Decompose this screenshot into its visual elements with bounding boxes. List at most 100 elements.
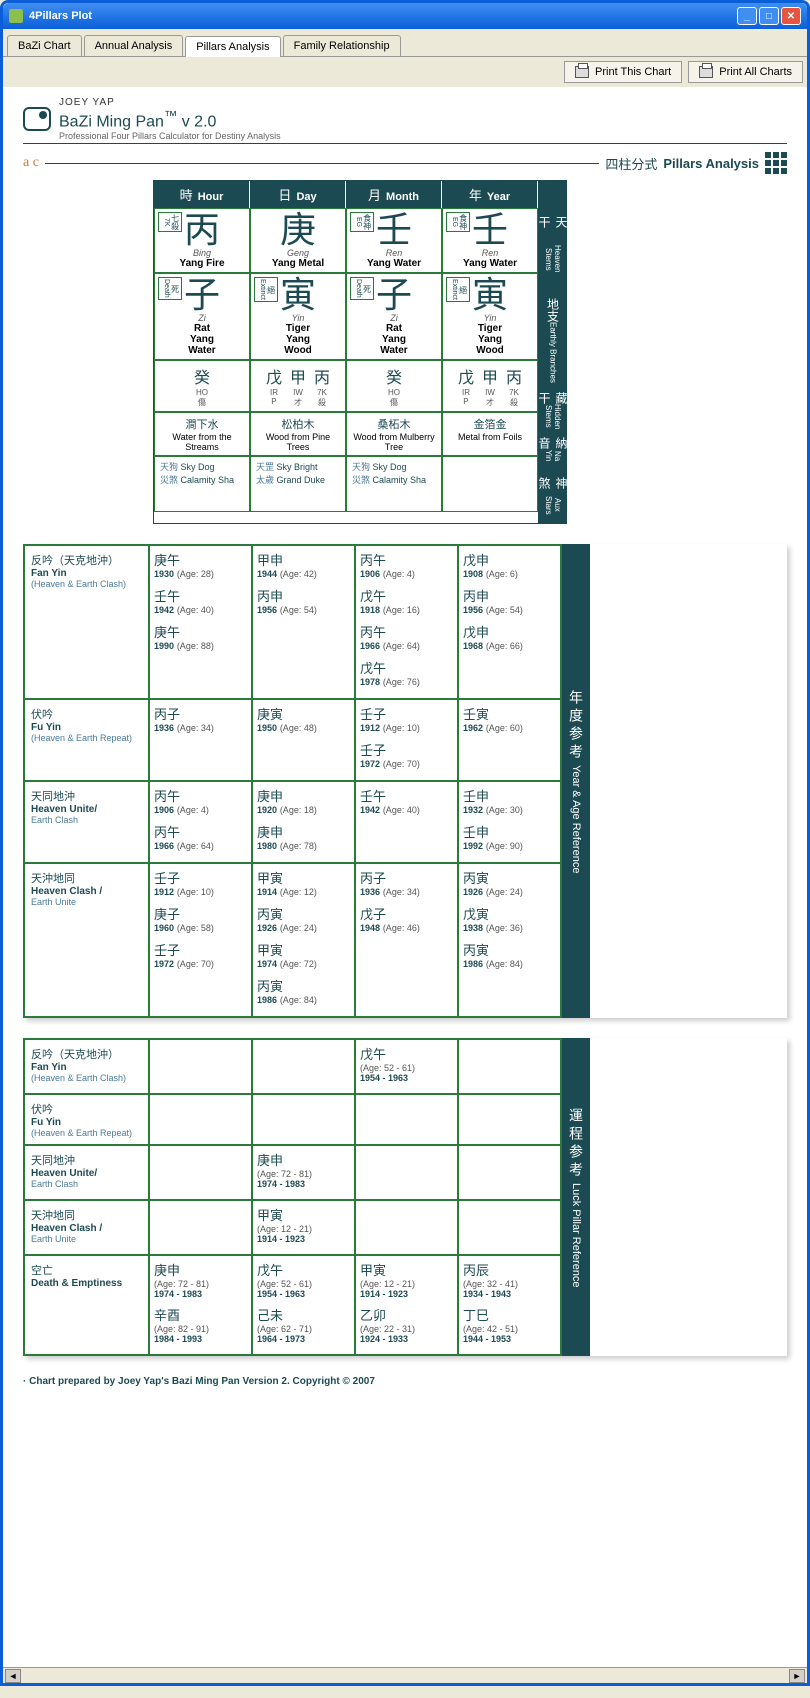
branch-cell: 死Death子ZiRatYangWater [154, 273, 250, 360]
ref-cell: 壬寅1962 (Age: 60) [458, 699, 561, 781]
ref-cell: 戊午(Age: 52 - 61)1954 - 1963己未(Age: 62 - … [252, 1255, 355, 1355]
branch-cell: 絕Extinct寅YinTigerYangWood [250, 273, 346, 360]
ref-row-label: 天沖地同Heaven Clash /Earth Unite [24, 863, 149, 1017]
section-en: Pillars Analysis [663, 156, 759, 171]
ref-cell: 甲寅(Age: 12 - 21)1914 - 1923乙卯(Age: 22 - … [355, 1255, 458, 1355]
tagline: Professional Four Pillars Calculator for… [59, 131, 281, 141]
print-all-label: Print All Charts [719, 66, 792, 78]
pillar-header: 時 Hour [154, 181, 250, 208]
logo-row: JOEY YAP BaZi Ming Pan™ v 2.0 Profession… [23, 97, 787, 141]
section-header: a c 四柱分式 Pillars Analysis [23, 152, 787, 174]
aux-cell: 天罡 Sky Bright太歲 Grand Duke [250, 456, 346, 512]
ref-cell: 壬申1932 (Age: 30)壬申1992 (Age: 90) [458, 781, 561, 863]
ref-cell [458, 1145, 561, 1200]
footer-text: · Chart prepared by Joey Yap's Bazi Ming… [23, 1376, 787, 1387]
nayin-cell: 桑柘木Wood from Mulberry Tree [346, 412, 442, 456]
hidden-cell: 戊IRP甲IW才丙7K殺 [250, 360, 346, 412]
scroll-right-icon[interactable]: ► [789, 1669, 805, 1683]
side-label-hs: 天干 Heaven Stems [539, 204, 567, 290]
ref-cell: 丙子1936 (Age: 34) [149, 699, 252, 781]
logo-icon [23, 107, 51, 131]
ref-cell [149, 1145, 252, 1200]
ref-cell [149, 1094, 252, 1145]
stem-cell: 庚GengYang Metal [250, 208, 346, 273]
tab-bazi-chart[interactable]: BaZi Chart [7, 35, 82, 56]
aux-cell: 天狗 Sky Dog災煞 Calamity Sha [154, 456, 250, 512]
luck-ref-side-label: 運程参考 Luck Pillar Reference [562, 1038, 590, 1356]
ref-cell: 甲申1944 (Age: 42)丙申1956 (Age: 54) [252, 545, 355, 699]
ref-cell: 丙寅1926 (Age: 24)戊寅1938 (Age: 36)丙寅1986 (… [458, 863, 561, 1017]
ref-row-label: 空亡Death & Emptiness [24, 1255, 149, 1355]
ref-cell: 庚申(Age: 72 - 81)1974 - 1983 [252, 1145, 355, 1200]
ref-cell: 丙子1936 (Age: 34)戊子1948 (Age: 46) [355, 863, 458, 1017]
ref-cell [355, 1200, 458, 1255]
aux-cell [442, 456, 538, 512]
luck-reference-table: 反吟（天克地沖）Fan Yin(Heaven & Earth Clash) 戊午(… [23, 1038, 787, 1356]
ref-cell [355, 1094, 458, 1145]
print-all-button[interactable]: Print All Charts [688, 61, 803, 83]
toolbar: Print This Chart Print All Charts [3, 57, 807, 87]
ref-cell [458, 1094, 561, 1145]
printer-icon [699, 66, 713, 78]
ref-row-label: 天沖地同Heaven Clash /Earth Unite [24, 1200, 149, 1255]
stem-cell: 食神EG壬RenYang Water [346, 208, 442, 273]
ref-cell: 庚午1930 (Age: 28)壬午1942 (Age: 40)庚午1990 (… [149, 545, 252, 699]
scroll-left-icon[interactable]: ◄ [5, 1669, 21, 1683]
app-window: 4Pillars Plot _ □ ✕ BaZi ChartAnnual Ana… [0, 0, 810, 1686]
ref-cell: 壬午1942 (Age: 40) [355, 781, 458, 863]
tab-family-relationship[interactable]: Family Relationship [283, 35, 401, 56]
app-icon [9, 9, 23, 23]
section-cn: 四柱分式 [605, 154, 657, 173]
tab-pillars-analysis[interactable]: Pillars Analysis [185, 36, 280, 57]
ref-cell [458, 1200, 561, 1255]
ref-row-label: 天同地沖Heaven Unite/Earth Clash [24, 1145, 149, 1200]
hidden-cell: 癸HO傷 [346, 360, 442, 412]
ref-cell: 庚申(Age: 72 - 81)1974 - 1983辛酉(Age: 82 - … [149, 1255, 252, 1355]
ref-cell: 壬子1912 (Age: 10)壬子1972 (Age: 70) [355, 699, 458, 781]
ref-cell [355, 1145, 458, 1200]
ref-row-label: 天同地沖Heaven Unite/Earth Clash [24, 781, 149, 863]
year-reference-table: 反吟（天克地沖）Fan Yin(Heaven & Earth Clash)庚午1… [23, 544, 787, 1018]
nayin-cell: 金箔金Metal from Foils [442, 412, 538, 456]
window-controls: _ □ ✕ [737, 7, 801, 25]
ref-cell: 戊申1908 (Age: 6)丙申1956 (Age: 54)戊申1968 (A… [458, 545, 561, 699]
hidden-cell: 癸HO傷 [154, 360, 250, 412]
pillars-table: 時 Hour日 Day月 Month年 Year 七殺7K丙BingYang F… [153, 180, 787, 524]
print-this-button[interactable]: Print This Chart [564, 61, 682, 83]
ref-cell: 壬子1912 (Age: 10)庚子1960 (Age: 58)壬子1972 (… [149, 863, 252, 1017]
ref-cell: 丙午1906 (Age: 4)丙午1966 (Age: 64) [149, 781, 252, 863]
ref-row-label: 反吟（天克地沖）Fan Yin(Heaven & Earth Clash) [24, 1039, 149, 1094]
ref-row-label: 反吟（天克地沖）Fan Yin(Heaven & Earth Clash) [24, 545, 149, 699]
ref-cell: 甲寅(Age: 12 - 21)1914 - 1923 [252, 1200, 355, 1255]
pillar-header: 日 Day [250, 181, 346, 208]
titlebar: 4Pillars Plot _ □ ✕ [3, 3, 807, 29]
side-label-aux: 神煞 Aux Stars [539, 468, 567, 524]
content-area: JOEY YAP BaZi Ming Pan™ v 2.0 Profession… [3, 87, 807, 1667]
minimize-button[interactable]: _ [737, 7, 757, 25]
stem-cell: 食神EG壬RenYang Water [442, 208, 538, 273]
ref-cell: 甲寅1914 (Age: 12)丙寅1926 (Age: 24)甲寅1974 (… [252, 863, 355, 1017]
ref-row-label: 伏吟Fu Yin(Heaven & Earth Repeat) [24, 699, 149, 781]
close-button[interactable]: ✕ [781, 7, 801, 25]
pillar-header: 年 Year [442, 181, 538, 208]
year-ref-side-label: 年度参考 Year & Age Reference [562, 544, 590, 1018]
printer-icon [575, 66, 589, 78]
ref-cell: 丙辰(Age: 32 - 41)1934 - 1943丁巳(Age: 42 - … [458, 1255, 561, 1355]
pillar-header: 月 Month [346, 181, 442, 208]
branch-cell: 死Death子ZiRatYangWater [346, 273, 442, 360]
tab-bar: BaZi ChartAnnual AnalysisPillars Analysi… [3, 29, 807, 57]
dots-icon [765, 152, 787, 174]
stem-cell: 七殺7K丙BingYang Fire [154, 208, 250, 273]
ref-cell [149, 1200, 252, 1255]
maximize-button[interactable]: □ [759, 7, 779, 25]
window-title: 4Pillars Plot [29, 10, 92, 22]
aux-cell: 天狗 Sky Dog災煞 Calamity Sha [346, 456, 442, 512]
branch-cell: 絕Extinct寅YinTigerYangWood [442, 273, 538, 360]
ref-cell: 丙午1906 (Age: 4)戊午1918 (Age: 16)丙午1966 (A… [355, 545, 458, 699]
ref-row-label: 伏吟Fu Yin(Heaven & Earth Repeat) [24, 1094, 149, 1145]
product-name: BaZi Ming Pan™ v 2.0 [59, 108, 281, 131]
tab-annual-analysis[interactable]: Annual Analysis [84, 35, 184, 56]
hidden-cell: 戊IRP甲IW才丙7K殺 [442, 360, 538, 412]
horizontal-scrollbar[interactable]: ◄ ► [3, 1667, 807, 1683]
ref-cell [252, 1094, 355, 1145]
